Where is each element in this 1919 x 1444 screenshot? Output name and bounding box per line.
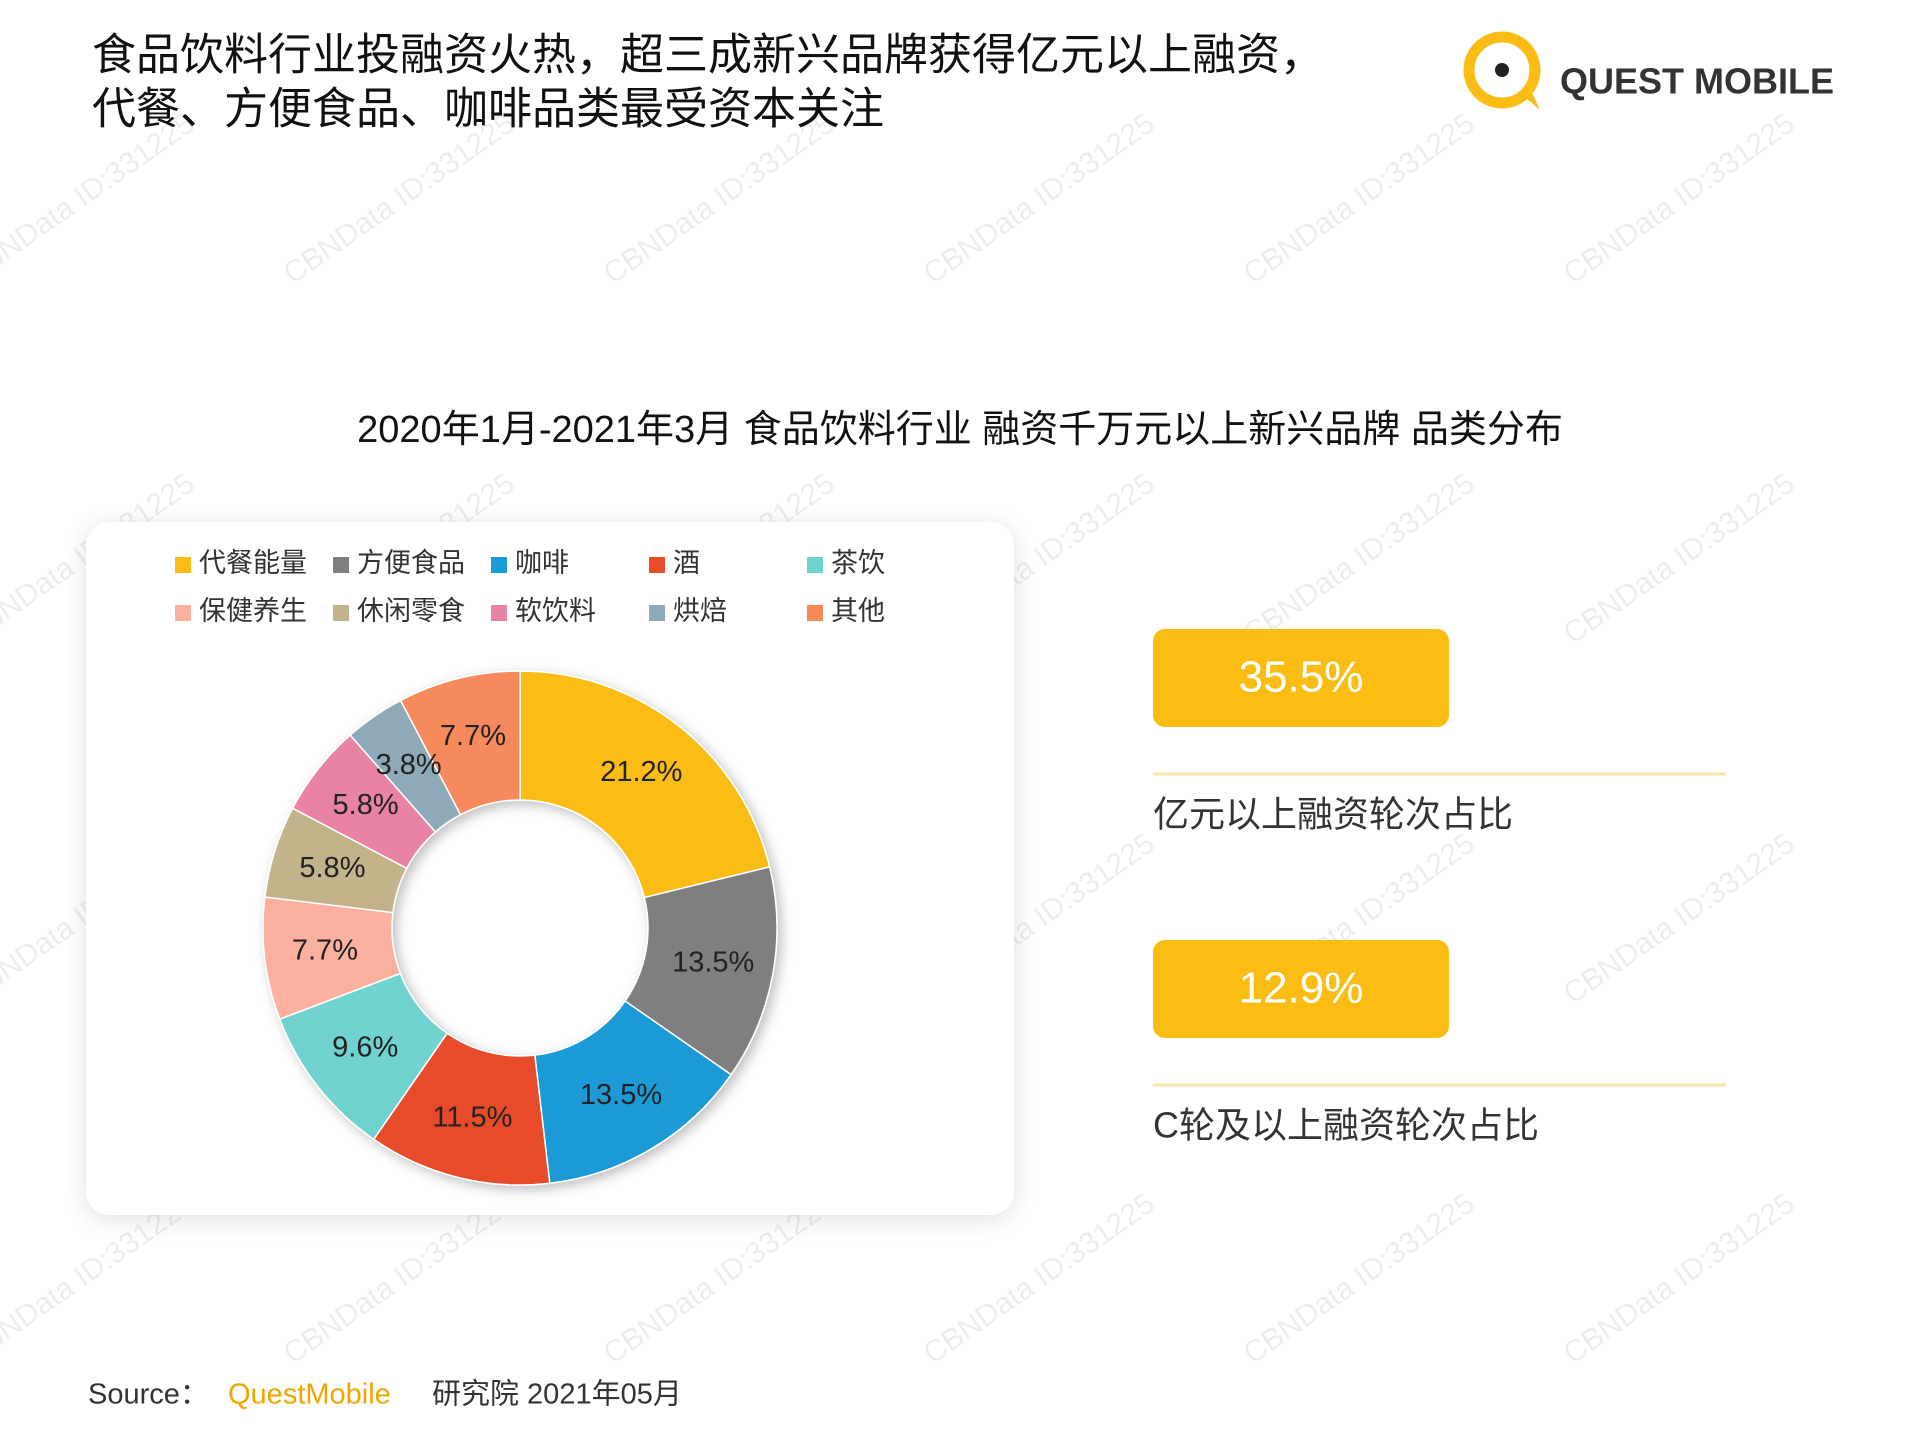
stat-value: 12.9% (1239, 964, 1364, 1013)
watermark: CBNData ID:331225 (598, 107, 841, 291)
watermark: CBNData ID:331225 (1558, 467, 1801, 651)
watermark: CBNData ID:331225 (0, 107, 201, 291)
watermark: CBNData ID:331225 (1238, 1187, 1481, 1371)
legend-label: 茶饮 (831, 548, 885, 578)
legend-label: 方便食品 (357, 548, 465, 578)
legend-label: 代餐能量 (199, 548, 307, 578)
legend-label: 其他 (831, 596, 885, 626)
data-label: 9.6% (332, 1032, 398, 1064)
watermark: CBNData ID:331225 (1558, 107, 1801, 291)
watermark: CBNData ID:331225 (1238, 107, 1481, 291)
title-line: 代餐、方便食品、咖啡品类最受资本关注 (92, 85, 884, 134)
logo-text: QUEST MOBILE (1560, 61, 1834, 102)
legend-swatch (175, 557, 191, 573)
title-line: 食品饮料行业投融资火热，超三成新兴品牌获得亿元以上融资， (92, 31, 1324, 80)
watermark: CBNData ID:331225 (278, 107, 521, 291)
stat-label: C轮及以上融资轮次占比 (1153, 1105, 1539, 1146)
data-label: 11.5% (432, 1101, 512, 1133)
logo: QUEST MOBILE (1463, 31, 1834, 110)
data-label: 21.2% (600, 756, 682, 788)
legend-swatch (333, 557, 349, 573)
data-label: 5.8% (333, 789, 399, 821)
data-label: 7.7% (292, 934, 358, 966)
legend-label: 软饮料 (515, 596, 596, 626)
stat-box (1153, 629, 1449, 727)
legend-swatch (649, 605, 665, 621)
legend-swatch (175, 605, 191, 621)
stat-label: 亿元以上融资轮次占比 (1153, 794, 1513, 835)
logo-dot (1495, 63, 1509, 77)
donut-slice (624, 865, 778, 1076)
legend-swatch (491, 557, 507, 573)
legend-label: 休闲零食 (357, 596, 465, 626)
watermark: CBNData ID:331225 (1238, 467, 1481, 651)
source-prefix: Source： (88, 1379, 209, 1411)
watermark: CBNData ID:331225 (918, 107, 1161, 291)
legend-swatch (807, 557, 823, 573)
data-label: 13.5% (672, 947, 754, 979)
legend-label: 咖啡 (515, 548, 569, 578)
donut-slice (399, 670, 521, 816)
watermark: CBNData ID:331225 (1558, 1187, 1801, 1371)
data-label: 3.8% (376, 749, 442, 781)
stat-box (1153, 940, 1449, 1038)
legend-label: 保健养生 (199, 596, 307, 626)
logo-ring (1463, 31, 1541, 109)
slices (262, 670, 778, 1186)
stats: 35.5% 亿元以上融资轮次占比 12.9% C轮及以上融资轮次占比 (1153, 629, 1726, 1146)
data-label: 13.5% (580, 1079, 662, 1111)
legend-swatch (333, 605, 349, 621)
legend-label: 烘焙 (673, 596, 727, 626)
legend-swatch (649, 557, 665, 573)
donut-slice (533, 999, 733, 1185)
legend-swatch (807, 605, 823, 621)
source-suffix: 研究院 2021年05月 (432, 1378, 682, 1411)
legend-swatch (491, 605, 507, 621)
chart-title: 2020年1月-2021年3月 食品饮料行业 融资千万元以上新兴品牌 品类分布 (357, 409, 1563, 451)
data-label: 5.8% (299, 852, 365, 884)
source-brand: QuestMobile (228, 1379, 391, 1411)
data-label: 7.7% (440, 720, 506, 752)
stat-value: 35.5% (1239, 653, 1364, 702)
watermark: CBNData ID:331225 (1558, 827, 1801, 1011)
donut-slice (519, 670, 771, 899)
legend-label: 酒 (673, 548, 700, 578)
logo-tail (1520, 88, 1540, 110)
